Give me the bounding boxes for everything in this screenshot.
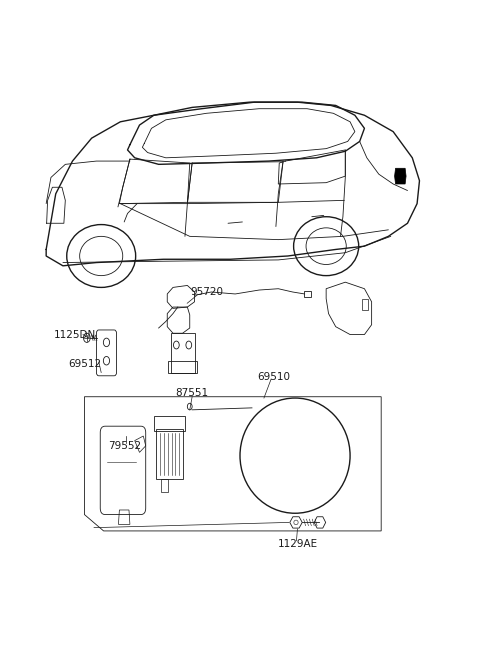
Text: 69512: 69512 bbox=[68, 359, 101, 369]
Bar bbox=[170, 333, 194, 373]
Polygon shape bbox=[395, 169, 406, 184]
Bar bbox=[362, 298, 368, 310]
Text: 1125DN: 1125DN bbox=[54, 329, 96, 340]
Text: 95720: 95720 bbox=[190, 287, 223, 297]
Text: 79552: 79552 bbox=[108, 441, 142, 451]
Text: 69510: 69510 bbox=[257, 372, 290, 382]
Bar bbox=[156, 430, 182, 479]
Bar bbox=[304, 291, 311, 297]
Text: 1129AE: 1129AE bbox=[277, 539, 317, 549]
Bar bbox=[168, 361, 197, 373]
Text: 87551: 87551 bbox=[176, 388, 209, 398]
Bar bbox=[154, 417, 185, 431]
